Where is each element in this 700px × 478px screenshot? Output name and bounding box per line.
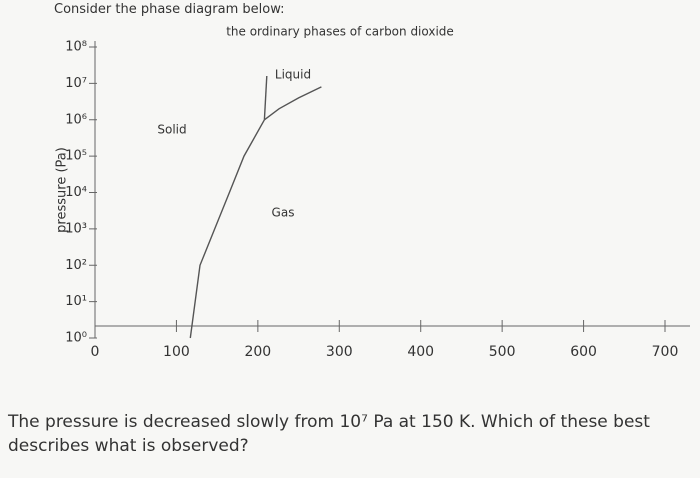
y-tick-label: 10⁶ bbox=[65, 112, 87, 127]
phase-boundary bbox=[263, 75, 268, 120]
y-tick-label: 10⁸ bbox=[65, 40, 87, 55]
x-tick-label: 500 bbox=[489, 344, 516, 360]
y-tick-label: 10³ bbox=[65, 221, 87, 236]
x-tick-label: 200 bbox=[244, 344, 271, 360]
phase-boundary bbox=[263, 86, 322, 121]
x-tick-label: 100 bbox=[163, 344, 190, 360]
x-tick-label: 0 bbox=[91, 344, 100, 360]
x-tick-label: 700 bbox=[652, 344, 679, 360]
x-tick-label: 400 bbox=[407, 344, 434, 360]
question: The pressure is decreased slowly from 10… bbox=[8, 412, 650, 456]
phase-boundary bbox=[189, 119, 266, 339]
y-tick-label: 10⁴ bbox=[65, 185, 87, 200]
x-tick-label: 600 bbox=[570, 344, 597, 360]
y-tick-label: 10⁷ bbox=[65, 76, 87, 91]
y-tick-label: 10¹ bbox=[65, 294, 87, 309]
y-tick-label: 10⁰ bbox=[65, 331, 87, 346]
phase-label: Solid bbox=[157, 123, 186, 137]
phase-label: Liquid bbox=[275, 68, 311, 82]
y-tick-label: 10² bbox=[65, 258, 87, 273]
y-axis-label: pressure (Pa) bbox=[55, 147, 70, 233]
x-tick-label: 300 bbox=[326, 344, 353, 360]
phase-label: Gas bbox=[272, 206, 295, 220]
y-tick-label: 10⁵ bbox=[65, 149, 87, 164]
heading: Consider the phase diagram below: bbox=[54, 2, 285, 17]
chart-title: the ordinary phases of carbon dioxide bbox=[226, 25, 454, 39]
